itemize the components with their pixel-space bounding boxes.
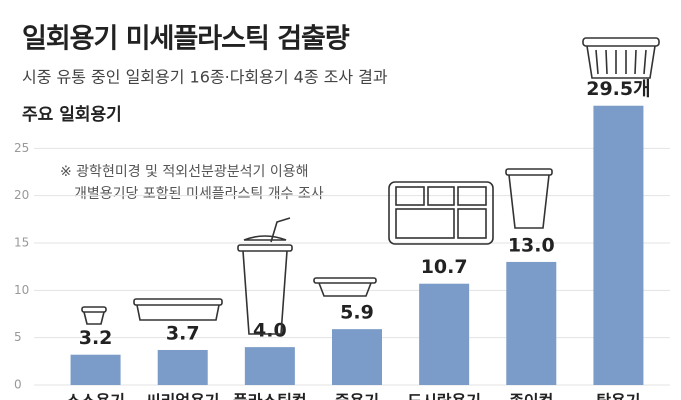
value-label: 5.9 [340, 302, 374, 324]
icon [457, 186, 487, 206]
icon [586, 45, 656, 79]
icon [237, 244, 293, 252]
icon [395, 186, 425, 206]
icons [81, 37, 660, 335]
y-tick-label: 15 [14, 236, 29, 250]
x-tick-label: 탕용기 [596, 392, 640, 400]
icon [242, 250, 288, 335]
x-tick-label: 종이컵 [509, 392, 553, 400]
icon [508, 174, 550, 229]
y-axis-label: 주요 일회용기 [22, 105, 122, 125]
icon [395, 208, 455, 239]
value-label: 4.0 [253, 320, 287, 342]
icon [505, 168, 553, 176]
icon [83, 311, 105, 325]
chart-subtitle: 시중 유통 중인 일회용기 16종·다회용기 4종 조사 결과 [22, 68, 388, 87]
y-tick-label: 5 [14, 330, 22, 344]
bar [157, 349, 208, 385]
y-tick-label: 20 [14, 188, 29, 202]
chart-title: 일회용기 미세플라스틱 검출량 [22, 24, 350, 55]
icon [313, 277, 377, 284]
x-tick-label: 씨리얼용기 [146, 392, 220, 400]
bar [244, 347, 295, 385]
x-tick-label: 도시락용기 [407, 392, 481, 400]
icon [427, 186, 455, 206]
bar [419, 283, 470, 385]
bar [593, 105, 644, 385]
icon [595, 49, 647, 75]
icon [136, 304, 220, 321]
icon [582, 37, 660, 47]
icon [318, 282, 372, 297]
annotation: 개별용기당 포함된 미세플라스틱 개수 조사 [74, 186, 324, 202]
icon [388, 181, 494, 245]
value-label: 3.7 [166, 322, 200, 344]
y-tick-label: 10 [14, 283, 29, 297]
x-tick-label: 플라스틱컵 [233, 392, 307, 400]
value-label: 3.2 [79, 327, 113, 349]
x-tick-label: 죽용기 [335, 392, 379, 400]
icon [133, 298, 223, 306]
icon [270, 217, 291, 243]
y-tick-label: 0 [14, 378, 22, 392]
value-label: 10.7 [421, 256, 468, 278]
y-tick-label: 25 [14, 141, 29, 155]
x-tick-label: 소스용기 [66, 392, 125, 400]
value-label: 29.5개 [586, 78, 650, 100]
icon [243, 235, 287, 241]
icon [81, 306, 107, 313]
bar [70, 354, 121, 385]
bar [332, 329, 382, 385]
value-label: 13.0 [508, 234, 555, 256]
bar [506, 261, 557, 385]
icon [457, 208, 487, 239]
annotation: ※ 광학현미경 및 적외선분광분석기 이용해 [60, 164, 309, 180]
